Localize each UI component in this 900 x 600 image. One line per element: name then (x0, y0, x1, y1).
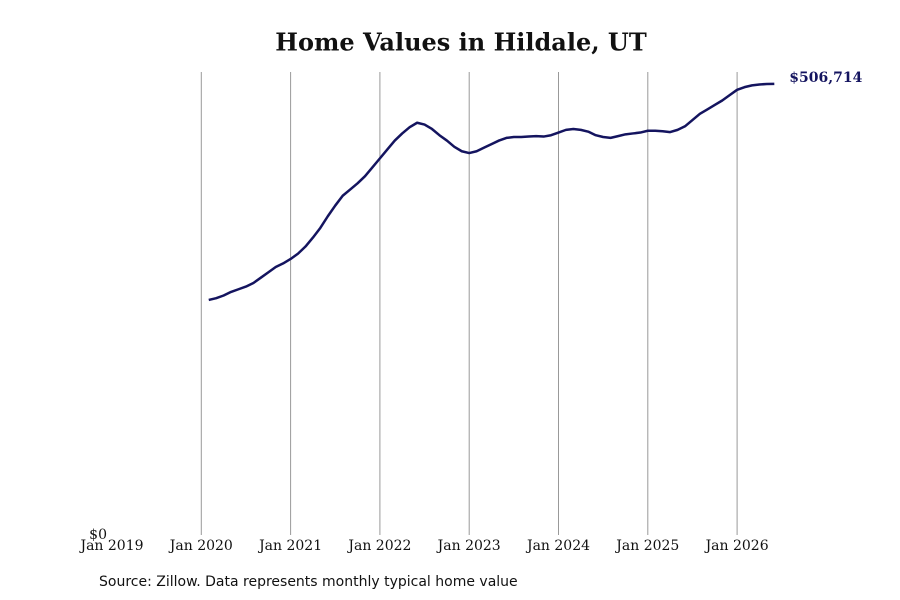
x-tick-label: Jan 2020 (168, 538, 233, 554)
y-tick-label: $0 (89, 527, 107, 543)
x-tick-label: Jan 2022 (346, 538, 411, 554)
x-tick-label: Jan 2019 (78, 538, 143, 554)
x-tick-label: Jan 2023 (436, 538, 501, 554)
x-tick-label: Jan 2025 (614, 538, 679, 554)
line-series (208, 82, 775, 302)
x-tick-label: Jan 2024 (525, 538, 590, 554)
x-tick-label: Jan 2021 (257, 538, 322, 554)
x-tick-label: Jan 2026 (704, 538, 769, 554)
value-label: $506,714 (789, 70, 862, 86)
source-note: Source: Zillow. Data represents monthly … (99, 574, 518, 590)
chart-title: Home Values in Hildale, UT (275, 28, 647, 57)
